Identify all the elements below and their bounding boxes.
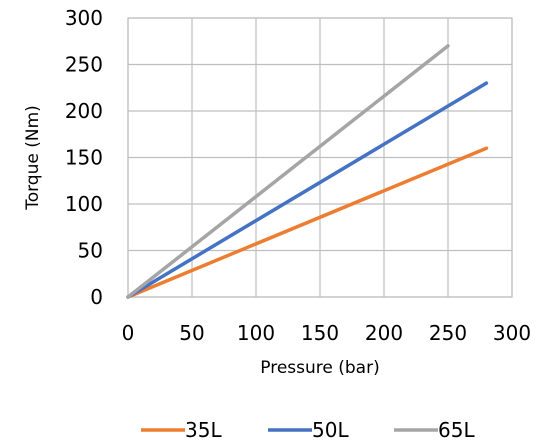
- y-tick-label: 200: [65, 99, 103, 123]
- y-axis-ticks: 0 50 100 150 200 250 300: [65, 6, 103, 309]
- x-tick-label: 150: [301, 321, 339, 345]
- gridlines: [127, 17, 513, 298]
- x-tick-label: 0: [122, 321, 135, 345]
- x-tick-label: 250: [429, 321, 467, 345]
- series-line-50l: [126, 81, 489, 299]
- x-axis-label: Pressure (bar): [260, 358, 379, 378]
- y-tick-label: 100: [65, 192, 103, 216]
- series-line-65l: [126, 44, 450, 299]
- y-axis-label: Torque (Nm): [23, 105, 43, 211]
- y-tick-label: 250: [65, 53, 103, 77]
- legend: 35L 50L 65L: [141, 418, 475, 442]
- legend-label-65l: 65L: [438, 418, 475, 442]
- plot-frame: [127, 17, 513, 298]
- y-tick-label: 0: [90, 285, 103, 309]
- x-tick-label: 200: [365, 321, 403, 345]
- x-axis-ticks: 0 50 100 150 200 250 300: [122, 321, 531, 345]
- legend-label-35l: 35L: [185, 418, 222, 442]
- legend-label-50l: 50L: [312, 418, 349, 442]
- series-lines: [126, 44, 489, 299]
- y-tick-label: 300: [65, 6, 103, 30]
- y-tick-label: 50: [78, 239, 103, 263]
- x-tick-label: 100: [237, 321, 275, 345]
- y-tick-label: 150: [65, 146, 103, 170]
- x-tick-label: 300: [493, 321, 531, 345]
- series-line-35l: [126, 146, 489, 299]
- x-tick-label: 50: [179, 321, 204, 345]
